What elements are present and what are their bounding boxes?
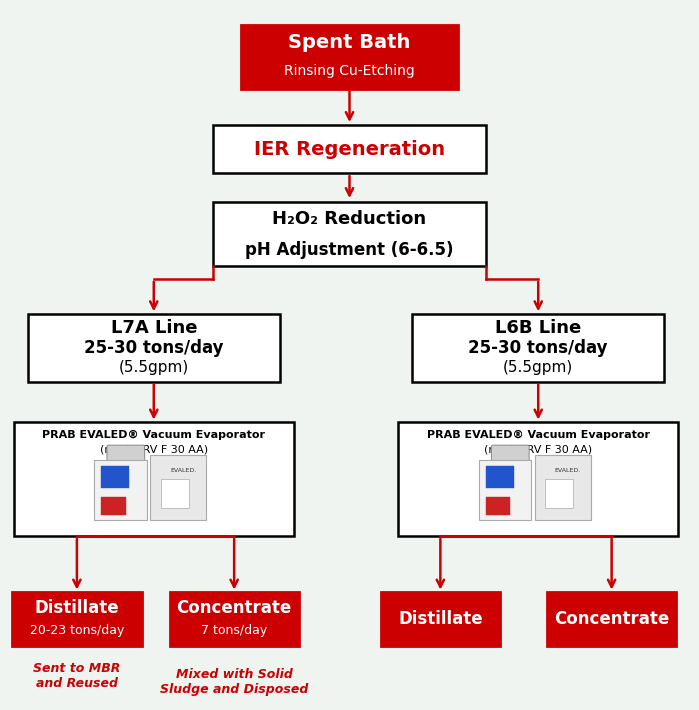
FancyBboxPatch shape xyxy=(14,422,294,536)
Text: EVALED.: EVALED. xyxy=(554,468,581,474)
FancyBboxPatch shape xyxy=(213,202,486,266)
FancyBboxPatch shape xyxy=(94,460,147,520)
Text: Distillate: Distillate xyxy=(398,610,483,628)
Text: Concentrate: Concentrate xyxy=(554,610,669,628)
Text: H₂O₂ Reduction: H₂O₂ Reduction xyxy=(273,209,426,228)
Text: (model RV F 30 AA): (model RV F 30 AA) xyxy=(100,444,208,454)
Text: Rinsing Cu-Etching: Rinsing Cu-Etching xyxy=(284,64,415,78)
FancyBboxPatch shape xyxy=(101,497,126,515)
FancyBboxPatch shape xyxy=(101,466,129,488)
Text: pH Adjustment (6-6.5): pH Adjustment (6-6.5) xyxy=(245,241,454,259)
Text: (5.5gpm): (5.5gpm) xyxy=(119,360,189,376)
FancyBboxPatch shape xyxy=(486,497,510,515)
Text: PRAB EVALED® Vacuum Evaporator: PRAB EVALED® Vacuum Evaporator xyxy=(426,430,650,440)
Text: L6B Line: L6B Line xyxy=(495,319,582,337)
Text: Distillate: Distillate xyxy=(34,599,120,617)
Text: Sent to MBR
and Reused: Sent to MBR and Reused xyxy=(34,662,120,690)
Text: 25-30 tons/day: 25-30 tons/day xyxy=(84,339,224,357)
Text: 25-30 tons/day: 25-30 tons/day xyxy=(468,339,608,357)
Text: (model RV F 30 AA): (model RV F 30 AA) xyxy=(484,444,592,454)
Text: Spent Bath: Spent Bath xyxy=(288,33,411,52)
FancyBboxPatch shape xyxy=(479,460,531,520)
Text: IER Regeneration: IER Regeneration xyxy=(254,140,445,158)
Text: EVALED.: EVALED. xyxy=(170,468,196,474)
Text: 20-23 tons/day: 20-23 tons/day xyxy=(29,624,124,637)
FancyBboxPatch shape xyxy=(547,592,677,646)
Text: 7 tons/day: 7 tons/day xyxy=(201,624,267,637)
FancyBboxPatch shape xyxy=(491,445,529,468)
FancyBboxPatch shape xyxy=(381,592,500,646)
FancyBboxPatch shape xyxy=(535,455,591,520)
Text: L7A Line: L7A Line xyxy=(110,319,197,337)
Text: Mixed with Solid
Sludge and Disposed: Mixed with Solid Sludge and Disposed xyxy=(160,667,308,696)
FancyBboxPatch shape xyxy=(150,455,206,520)
FancyBboxPatch shape xyxy=(28,314,280,382)
FancyBboxPatch shape xyxy=(161,479,189,508)
FancyBboxPatch shape xyxy=(412,314,664,382)
FancyBboxPatch shape xyxy=(13,592,141,646)
Text: PRAB EVALED® Vacuum Evaporator: PRAB EVALED® Vacuum Evaporator xyxy=(42,430,266,440)
FancyBboxPatch shape xyxy=(170,592,299,646)
FancyBboxPatch shape xyxy=(241,25,458,89)
Text: Concentrate: Concentrate xyxy=(177,599,291,617)
FancyBboxPatch shape xyxy=(398,422,678,536)
FancyBboxPatch shape xyxy=(213,125,486,173)
FancyBboxPatch shape xyxy=(486,466,514,488)
Text: (5.5gpm): (5.5gpm) xyxy=(503,360,573,376)
FancyBboxPatch shape xyxy=(107,445,145,468)
FancyBboxPatch shape xyxy=(545,479,573,508)
